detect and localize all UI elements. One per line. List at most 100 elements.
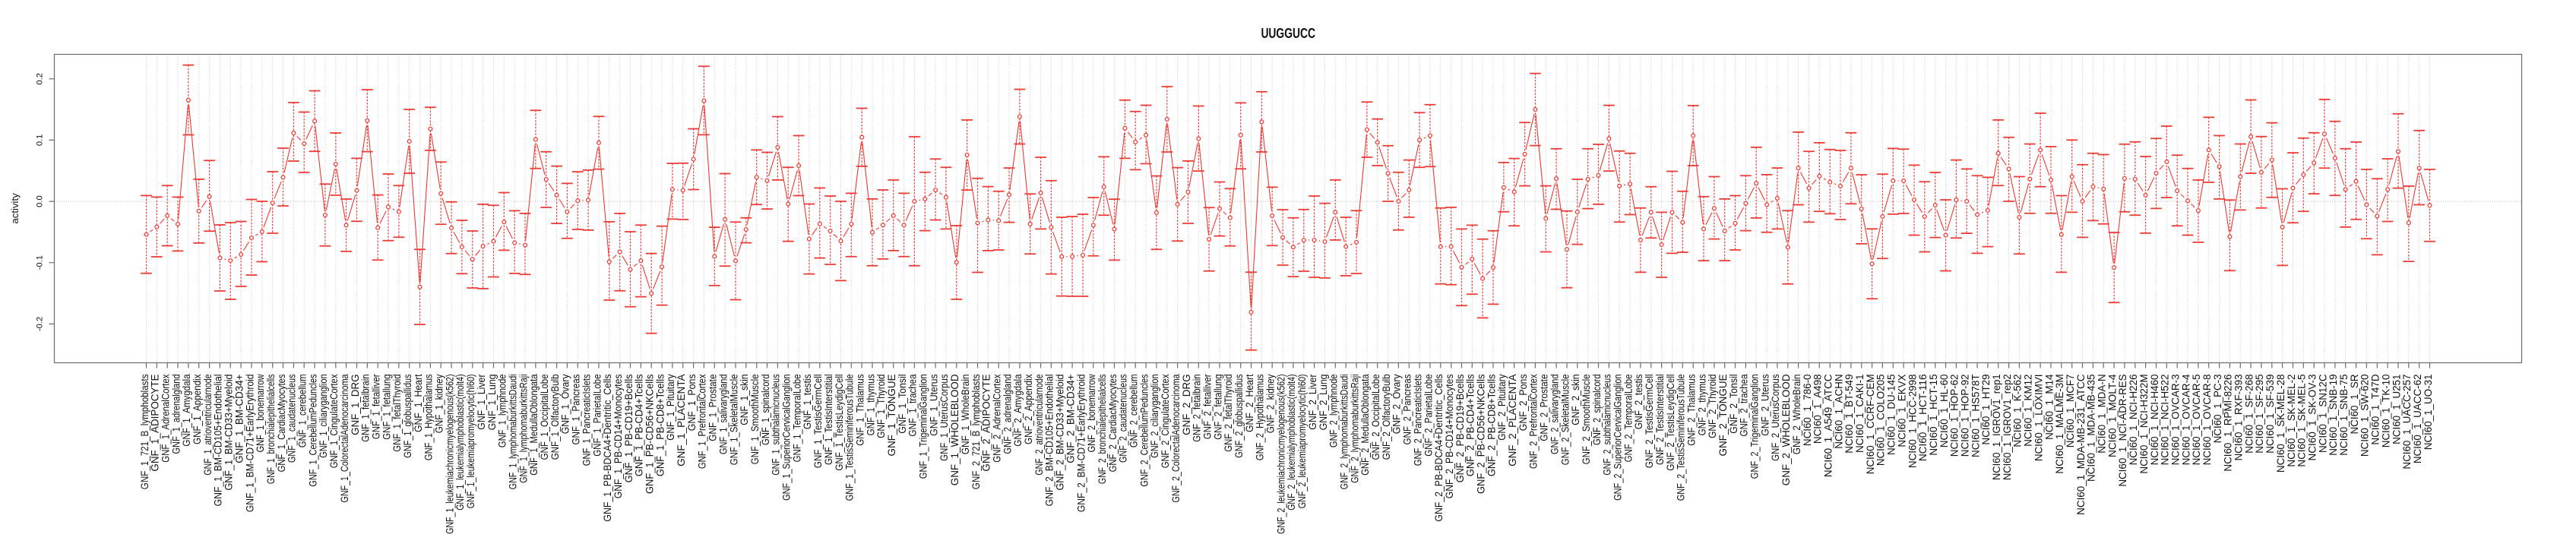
- svg-text:GNF_2_DRG: GNF_2_DRG: [1181, 375, 1192, 435]
- svg-text:NCI60_1_M14: NCI60_1_M14: [2043, 374, 2055, 440]
- svg-text:NCI60_1_COLO205: NCI60_1_COLO205: [1875, 375, 1887, 466]
- svg-text:GNF_1_ciliaryganglion: GNF_1_ciliaryganglion: [318, 375, 329, 458]
- svg-text:GNF_1_adrenalgland: GNF_1_adrenalgland: [170, 375, 182, 454]
- svg-text:GNF_2_fetalThyroid: GNF_2_fetalThyroid: [1223, 375, 1234, 452]
- svg-text:NCI60_1_HT29: NCI60_1_HT29: [1980, 375, 1992, 445]
- svg-text:GNF_1_leukemiachronicmyelogeno: GNF_1_leukemiachronicmyelogenous(k562): [444, 375, 455, 534]
- svg-text:NCI60_1_NCI-H460: NCI60_1_NCI-H460: [2149, 375, 2160, 466]
- svg-text:GNF_1_721_B_lymphoblasts: GNF_1_721_B_lymphoblasts: [139, 374, 150, 489]
- svg-text:GNF_2_Tonsil: GNF_2_Tonsil: [1728, 374, 1739, 433]
- svg-text:GNF_1_spinalcord: GNF_1_spinalcord: [760, 375, 771, 446]
- svg-text:GNF_1_bronchialepithelialcells: GNF_1_bronchialepithelialcells: [265, 374, 277, 484]
- svg-text:GNF_2_Thyroid: GNF_2_Thyroid: [1707, 375, 1718, 438]
- svg-text:NCI60_1_A498: NCI60_1_A498: [1812, 375, 1824, 444]
- svg-text:NCI60_1_IGROV1_rep2: NCI60_1_IGROV1_rep2: [2002, 375, 2013, 481]
- svg-text:GNF_2_WholeBrain: GNF_2_WholeBrain: [1791, 375, 1802, 455]
- svg-text:GNF_2_TestisLeydigCell: GNF_2_TestisLeydigCell: [1665, 374, 1676, 470]
- svg-text:NCI60_1_TK-10: NCI60_1_TK-10: [2380, 375, 2391, 448]
- svg-text:GNF_1_TestisSeminiferousTubule: GNF_1_TestisSeminiferousTubule: [844, 375, 856, 501]
- svg-text:GNF_2_Pituitary: GNF_2_Pituitary: [1496, 374, 1508, 441]
- svg-text:GNF_2_trachea: GNF_2_trachea: [1739, 374, 1750, 436]
- svg-text:GNF_1_SkeletalMuscle: GNF_1_SkeletalMuscle: [728, 375, 739, 466]
- svg-text:GNF_2_Thalamus: GNF_2_Thalamus: [1686, 374, 1698, 446]
- svg-text:GNF_2_Appendix: GNF_2_Appendix: [1023, 374, 1034, 444]
- svg-text:NCI60_1_SK-MEL-2: NCI60_1_SK-MEL-2: [2286, 375, 2297, 467]
- svg-text:NCI60_1_NCI-H522: NCI60_1_NCI-H522: [2160, 375, 2171, 466]
- svg-text:GNF_2_subthalamicnucleus: GNF_2_subthalamicnucleus: [1602, 374, 1613, 475]
- svg-text:NCI60_1_HL-60: NCI60_1_HL-60: [1938, 375, 1950, 448]
- svg-text:GNF_1_fetalbrain: GNF_1_fetalbrain: [360, 375, 372, 442]
- svg-text:NCI60_1_HCT-116: NCI60_1_HCT-116: [1917, 375, 1929, 462]
- svg-text:GNF_2_CerebellumPeduncles: GNF_2_CerebellumPeduncles: [1138, 374, 1150, 486]
- svg-text:GNF_1_OlfactoryBulb: GNF_1_OlfactoryBulb: [549, 375, 561, 460]
- svg-text:GNF_2_721_B_lymphoblasts: GNF_2_721_B_lymphoblasts: [970, 374, 982, 489]
- svg-text:GNF_1_TrigeminalGanglion: GNF_1_TrigeminalGanglion: [918, 375, 929, 479]
- svg-text:GNF_2_SkeletalMuscle: GNF_2_SkeletalMuscle: [1559, 375, 1571, 466]
- svg-text:GNF_1_PB-CD8+Tcells: GNF_1_PB-CD8+Tcells: [654, 374, 666, 476]
- svg-text:GNF_2_Uterus: GNF_2_Uterus: [1759, 374, 1771, 435]
- svg-text:GNF_1_PB-BDCA4+Dentritic_Cells: GNF_1_PB-BDCA4+Dentritic_Cells: [602, 374, 613, 521]
- svg-text:NCI60_1_RPMI-8226: NCI60_1_RPMI-8226: [2223, 375, 2234, 472]
- svg-text:GNF_1_OccipitalLobe: GNF_1_OccipitalLobe: [539, 375, 550, 460]
- svg-text:NCI60_1_MDA-N: NCI60_1_MDA-N: [2097, 375, 2108, 454]
- svg-text:GNF_2_cerebellum: GNF_2_cerebellum: [1128, 375, 1140, 448]
- svg-text:GNF_2_SuperiorCervicalGanglion: GNF_2_SuperiorCervicalGanglion: [1612, 375, 1624, 501]
- svg-text:GNF_2_BM-CD33+Myeloid: GNF_2_BM-CD33+Myeloid: [1055, 375, 1066, 491]
- svg-text:GNF_2_PB-CD19+Bcells: GNF_2_PB-CD19+Bcells: [1454, 374, 1466, 482]
- svg-text:GNF_1_WHOLEBLOOD: GNF_1_WHOLEBLOOD: [949, 374, 960, 485]
- svg-text:GNF_1_BM-CD34+: GNF_1_BM-CD34+: [233, 374, 245, 463]
- svg-text:GNF_1_Prostate: GNF_1_Prostate: [707, 375, 719, 441]
- svg-text:activity: activity: [9, 193, 21, 224]
- svg-text:GNF_1_PLACENTA: GNF_1_PLACENTA: [676, 374, 687, 466]
- svg-text:NCI60_1_DU-145: NCI60_1_DU-145: [1886, 375, 1897, 456]
- svg-text:NCI60_1_CCRF-CEM: NCI60_1_CCRF-CEM: [1865, 375, 1876, 475]
- svg-text:NCI60_1_MOLT-4: NCI60_1_MOLT-4: [2106, 374, 2118, 457]
- svg-text:NCI60_1_SNB-19: NCI60_1_SNB-19: [2328, 375, 2339, 456]
- svg-text:GNF_1_Hypothalamus: GNF_1_Hypothalamus: [423, 374, 435, 460]
- svg-text:GNF_1_Heart: GNF_1_Heart: [413, 374, 424, 432]
- svg-text:GNF_2_TestisGermCell: GNF_2_TestisGermCell: [1644, 374, 1655, 468]
- svg-text:GNF_1_subthalamicnucleus: GNF_1_subthalamicnucleus: [771, 374, 782, 475]
- svg-text:GNF_1_lymphnode: GNF_1_lymphnode: [497, 375, 508, 448]
- svg-text:GNF_1_Pons: GNF_1_Pons: [686, 374, 698, 431]
- svg-text:NCI60_1_KM12: NCI60_1_KM12: [2023, 375, 2034, 447]
- svg-text:NCI60_1_NCI-H226: NCI60_1_NCI-H226: [2128, 375, 2139, 466]
- svg-text:GNF_1_Lung: GNF_1_Lung: [486, 375, 498, 431]
- svg-text:GNF_2_OccipitalLobe: GNF_2_OccipitalLobe: [1370, 375, 1381, 460]
- svg-text:GNF_2_Pancreas: GNF_2_Pancreas: [1402, 374, 1413, 444]
- svg-text:NCI60_1_SK-MEL-28: NCI60_1_SK-MEL-28: [2275, 375, 2286, 473]
- svg-text:GNF_2_leukemialymphoblastic(mo: GNF_2_leukemialymphoblastic(molt4): [1286, 375, 1297, 511]
- svg-text:NCI60_1_A549_ATCC: NCI60_1_A549_ATCC: [1823, 374, 1834, 477]
- svg-text:GNF_1_BM-CD71+EarlyErythroid: GNF_1_BM-CD71+EarlyErythroid: [244, 375, 255, 513]
- svg-text:GNF_1_DRG: GNF_1_DRG: [350, 375, 361, 435]
- svg-text:NCI60_1_NCI-ADR-RES: NCI60_1_NCI-ADR-RES: [2117, 374, 2128, 486]
- svg-text:GNF_2_Ovary: GNF_2_Ovary: [1391, 374, 1403, 434]
- svg-text:GNF_1_leukemiapromyelocytic(hl: GNF_1_leukemiapromyelocytic(hl60): [465, 375, 476, 509]
- svg-text:GNF_2_TemporalLobe: GNF_2_TemporalLobe: [1622, 375, 1634, 463]
- svg-text:GNF_2_leukemiachronicmyelogeno: GNF_2_leukemiachronicmyelogenous(k562): [1275, 375, 1286, 534]
- svg-text:NCI60_1_RXF-393: NCI60_1_RXF-393: [2233, 375, 2245, 461]
- svg-text:GNF_2_Prostate: GNF_2_Prostate: [1539, 375, 1550, 441]
- svg-text:GNF_2_TrigeminalGanglion: GNF_2_TrigeminalGanglion: [1749, 375, 1761, 479]
- svg-text:NCI60_1_UO-31: NCI60_1_UO-31: [2423, 375, 2434, 451]
- svg-text:NCI60_1_OVCAR-3: NCI60_1_OVCAR-3: [2170, 375, 2182, 466]
- svg-text:NCI60_1_UACC-257: NCI60_1_UACC-257: [2401, 375, 2413, 470]
- svg-text:GNF_1_salivarygland: GNF_1_salivarygland: [717, 375, 729, 455]
- svg-text:GNF_1_Appendix: GNF_1_Appendix: [191, 374, 203, 444]
- svg-text:-0.2: -0.2: [35, 317, 44, 331]
- svg-text:NCI60_1_OVCAR-8: NCI60_1_OVCAR-8: [2201, 375, 2213, 466]
- svg-text:GNF_1_PB-CD14+Monocytes: GNF_1_PB-CD14+Monocytes: [612, 374, 624, 498]
- svg-text:NCI60_1_HS578T: NCI60_1_HS578T: [1970, 375, 1981, 458]
- svg-text:GNF_1_TestisGermCell: GNF_1_TestisGermCell: [812, 374, 824, 468]
- svg-text:GNF_2_adrenalgland: GNF_2_adrenalgland: [1002, 375, 1013, 454]
- svg-text:GNF_1_AdrenalCortex: GNF_1_AdrenalCortex: [160, 374, 172, 463]
- svg-text:NCI60_1_SF-268: NCI60_1_SF-268: [2243, 375, 2255, 454]
- svg-text:GNF_1_ParietalLobe: GNF_1_ParietalLobe: [591, 375, 603, 457]
- svg-text:GNF_2_BM-CD71+EarlyErythroid: GNF_2_BM-CD71+EarlyErythroid: [1075, 375, 1087, 513]
- svg-text:GNF_2_ColorectalAdenocarcinoma: GNF_2_ColorectalAdenocarcinoma: [1170, 374, 1182, 502]
- svg-text:GNF_2_ParietalLobe: GNF_2_ParietalLobe: [1422, 375, 1434, 457]
- svg-text:GNF_2_spinalcord: GNF_2_spinalcord: [1591, 375, 1603, 446]
- svg-text:NCI60_1_K-562: NCI60_1_K-562: [2012, 375, 2024, 447]
- svg-text:NCI60_1_T47D: NCI60_1_T47D: [2370, 374, 2381, 444]
- svg-text:GNF_1_SmoothMuscle: GNF_1_SmoothMuscle: [749, 375, 761, 465]
